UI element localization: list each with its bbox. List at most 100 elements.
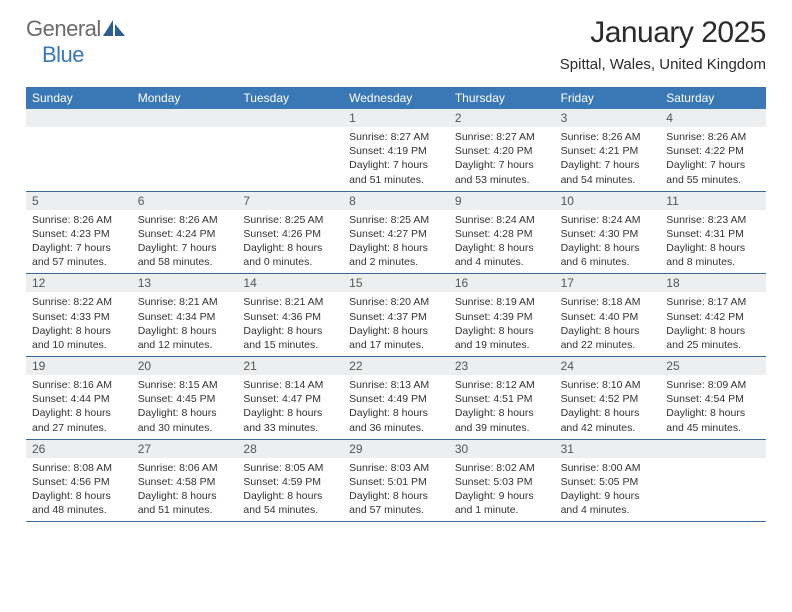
cell-body <box>660 458 766 516</box>
week-row: 5Sunrise: 8:26 AMSunset: 4:23 PMDaylight… <box>26 192 766 275</box>
logo-text-general: General <box>26 16 101 41</box>
day-number: 12 <box>26 274 132 292</box>
day-number <box>26 109 132 127</box>
calendar-cell: 12Sunrise: 8:22 AMSunset: 4:33 PMDayligh… <box>26 274 132 356</box>
daylight-line: Daylight: 8 hours and 25 minutes. <box>666 324 760 352</box>
sunrise-line: Sunrise: 8:00 AM <box>561 461 655 475</box>
day-header-friday: Friday <box>555 87 661 109</box>
day-header-row: SundayMondayTuesdayWednesdayThursdayFrid… <box>26 87 766 109</box>
day-number: 17 <box>555 274 661 292</box>
logo-stack: General Blue <box>26 16 127 68</box>
cell-body: Sunrise: 8:21 AMSunset: 4:36 PMDaylight:… <box>237 292 343 356</box>
daylight-line: Daylight: 9 hours and 4 minutes. <box>561 489 655 517</box>
sunrise-line: Sunrise: 8:24 AM <box>561 213 655 227</box>
day-number <box>660 440 766 458</box>
calendar-cell: 16Sunrise: 8:19 AMSunset: 4:39 PMDayligh… <box>449 274 555 356</box>
day-header-sunday: Sunday <box>26 87 132 109</box>
cell-body: Sunrise: 8:09 AMSunset: 4:54 PMDaylight:… <box>660 375 766 439</box>
cell-body: Sunrise: 8:13 AMSunset: 4:49 PMDaylight:… <box>343 375 449 439</box>
daylight-line: Daylight: 7 hours and 58 minutes. <box>138 241 232 269</box>
sunrise-line: Sunrise: 8:02 AM <box>455 461 549 475</box>
day-number: 23 <box>449 357 555 375</box>
daylight-line: Daylight: 8 hours and 4 minutes. <box>455 241 549 269</box>
daylight-line: Daylight: 8 hours and 39 minutes. <box>455 406 549 434</box>
sunset-line: Sunset: 4:36 PM <box>243 310 337 324</box>
sunrise-line: Sunrise: 8:27 AM <box>349 130 443 144</box>
day-number: 18 <box>660 274 766 292</box>
cell-body: Sunrise: 8:16 AMSunset: 4:44 PMDaylight:… <box>26 375 132 439</box>
calendar-cell: 5Sunrise: 8:26 AMSunset: 4:23 PMDaylight… <box>26 192 132 274</box>
calendar-cell: 27Sunrise: 8:06 AMSunset: 4:58 PMDayligh… <box>132 440 238 522</box>
sunrise-line: Sunrise: 8:09 AM <box>666 378 760 392</box>
cell-body: Sunrise: 8:20 AMSunset: 4:37 PMDaylight:… <box>343 292 449 356</box>
daylight-line: Daylight: 8 hours and 51 minutes. <box>138 489 232 517</box>
sunrise-line: Sunrise: 8:19 AM <box>455 295 549 309</box>
calendar-cell: 15Sunrise: 8:20 AMSunset: 4:37 PMDayligh… <box>343 274 449 356</box>
day-number: 9 <box>449 192 555 210</box>
cell-body: Sunrise: 8:27 AMSunset: 4:20 PMDaylight:… <box>449 127 555 191</box>
sunrise-line: Sunrise: 8:08 AM <box>32 461 126 475</box>
day-number: 24 <box>555 357 661 375</box>
cell-body: Sunrise: 8:22 AMSunset: 4:33 PMDaylight:… <box>26 292 132 356</box>
day-number: 3 <box>555 109 661 127</box>
calendar-cell: 7Sunrise: 8:25 AMSunset: 4:26 PMDaylight… <box>237 192 343 274</box>
day-number: 4 <box>660 109 766 127</box>
sunrise-line: Sunrise: 8:23 AM <box>666 213 760 227</box>
cell-body <box>132 127 238 185</box>
day-number: 26 <box>26 440 132 458</box>
sunset-line: Sunset: 4:37 PM <box>349 310 443 324</box>
daylight-line: Daylight: 8 hours and 42 minutes. <box>561 406 655 434</box>
calendar-cell: 18Sunrise: 8:17 AMSunset: 4:42 PMDayligh… <box>660 274 766 356</box>
sunset-line: Sunset: 4:27 PM <box>349 227 443 241</box>
sunrise-line: Sunrise: 8:16 AM <box>32 378 126 392</box>
cell-body: Sunrise: 8:26 AMSunset: 4:24 PMDaylight:… <box>132 210 238 274</box>
cell-body: Sunrise: 8:10 AMSunset: 4:52 PMDaylight:… <box>555 375 661 439</box>
daylight-line: Daylight: 7 hours and 53 minutes. <box>455 158 549 186</box>
day-number: 13 <box>132 274 238 292</box>
sunset-line: Sunset: 4:58 PM <box>138 475 232 489</box>
sunset-line: Sunset: 4:23 PM <box>32 227 126 241</box>
cell-body: Sunrise: 8:23 AMSunset: 4:31 PMDaylight:… <box>660 210 766 274</box>
calendar-cell: 28Sunrise: 8:05 AMSunset: 4:59 PMDayligh… <box>237 440 343 522</box>
day-number: 19 <box>26 357 132 375</box>
cell-body: Sunrise: 8:19 AMSunset: 4:39 PMDaylight:… <box>449 292 555 356</box>
daylight-line: Daylight: 8 hours and 17 minutes. <box>349 324 443 352</box>
day-header-saturday: Saturday <box>660 87 766 109</box>
calendar-cell: 25Sunrise: 8:09 AMSunset: 4:54 PMDayligh… <box>660 357 766 439</box>
calendar-cell: 2Sunrise: 8:27 AMSunset: 4:20 PMDaylight… <box>449 109 555 191</box>
sunrise-line: Sunrise: 8:26 AM <box>138 213 232 227</box>
day-number: 2 <box>449 109 555 127</box>
calendar-cell <box>26 109 132 191</box>
location: Spittal, Wales, United Kingdom <box>560 56 766 73</box>
cell-body: Sunrise: 8:25 AMSunset: 4:26 PMDaylight:… <box>237 210 343 274</box>
calendar-cell: 8Sunrise: 8:25 AMSunset: 4:27 PMDaylight… <box>343 192 449 274</box>
header: General Blue January 2025 Spittal, Wales… <box>0 0 792 81</box>
sunrise-line: Sunrise: 8:14 AM <box>243 378 337 392</box>
sunset-line: Sunset: 4:56 PM <box>32 475 126 489</box>
cell-body: Sunrise: 8:17 AMSunset: 4:42 PMDaylight:… <box>660 292 766 356</box>
sunset-line: Sunset: 4:33 PM <box>32 310 126 324</box>
sunset-line: Sunset: 4:47 PM <box>243 392 337 406</box>
sunrise-line: Sunrise: 8:06 AM <box>138 461 232 475</box>
cell-body: Sunrise: 8:06 AMSunset: 4:58 PMDaylight:… <box>132 458 238 522</box>
sunset-line: Sunset: 4:21 PM <box>561 144 655 158</box>
calendar-cell: 11Sunrise: 8:23 AMSunset: 4:31 PMDayligh… <box>660 192 766 274</box>
sunrise-line: Sunrise: 8:26 AM <box>666 130 760 144</box>
cell-body: Sunrise: 8:21 AMSunset: 4:34 PMDaylight:… <box>132 292 238 356</box>
weeks-container: 1Sunrise: 8:27 AMSunset: 4:19 PMDaylight… <box>26 109 766 522</box>
sunrise-line: Sunrise: 8:25 AM <box>243 213 337 227</box>
day-header-wednesday: Wednesday <box>343 87 449 109</box>
calendar-cell <box>237 109 343 191</box>
day-number: 8 <box>343 192 449 210</box>
day-number: 1 <box>343 109 449 127</box>
daylight-line: Daylight: 8 hours and 48 minutes. <box>32 489 126 517</box>
day-number: 14 <box>237 274 343 292</box>
cell-body: Sunrise: 8:02 AMSunset: 5:03 PMDaylight:… <box>449 458 555 522</box>
sunrise-line: Sunrise: 8:21 AM <box>243 295 337 309</box>
cell-body: Sunrise: 8:15 AMSunset: 4:45 PMDaylight:… <box>132 375 238 439</box>
daylight-line: Daylight: 9 hours and 1 minute. <box>455 489 549 517</box>
sunset-line: Sunset: 4:24 PM <box>138 227 232 241</box>
calendar-cell: 23Sunrise: 8:12 AMSunset: 4:51 PMDayligh… <box>449 357 555 439</box>
sunrise-line: Sunrise: 8:27 AM <box>455 130 549 144</box>
day-number: 7 <box>237 192 343 210</box>
